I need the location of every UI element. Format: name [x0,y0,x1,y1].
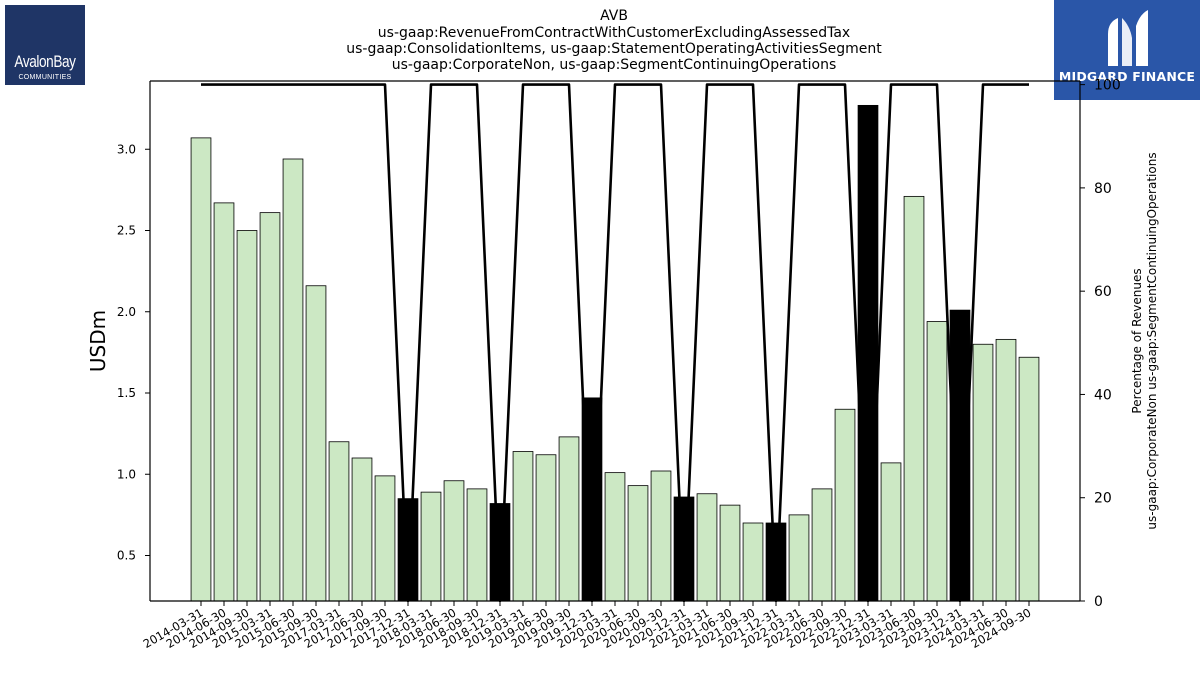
bar-2015-09-30 [305,285,327,602]
bar-2020-09-30 [650,470,672,602]
bar-2015-06-30 [282,158,304,602]
bar-2022-03-31 [788,514,810,602]
y-tick-label: 1.5 [117,386,136,400]
bar-2018-03-31 [420,491,442,602]
y-tick-label: 3.0 [117,142,136,156]
y2-tick-label: 0 [1094,594,1103,610]
y-axis-label: USDm [86,310,110,372]
percentage-line-layer [201,83,1029,603]
bar-2020-06-30 [627,485,649,602]
bar-2024-06-30 [995,338,1017,602]
bar-series [190,104,1040,602]
y2-axis-label-line-1: Percentage of Revenues [1130,268,1144,413]
y2-tick-label: 40 [1094,387,1112,403]
bar-2014-03-31 [190,137,212,602]
logo-left-name: AvalonBay [14,52,76,71]
bar-2019-03-31 [512,451,534,602]
bar-2018-09-30 [466,488,488,602]
y-tick-label: 0.5 [117,549,136,563]
chart-title: AVB us-gaap:RevenueFromContractWithCusto… [346,8,882,73]
bar-2024-03-31 [972,343,994,602]
bar-2017-09-30 [374,475,396,602]
bar-2023-06-30 [903,195,925,602]
bar-2023-03-31 [880,462,902,602]
bar-2017-06-30 [351,457,373,602]
logo-left-sub: COMMUNITIES [18,74,72,81]
bar-2022-09-30 [834,408,856,602]
midgard-finance-logo: MIDGARD FINANCE [1054,0,1200,100]
title-line-3: us-gaap:ConsolidationItems, us-gaap:Stat… [346,41,882,57]
bar-2021-06-30 [719,504,741,602]
title-line-4: us-gaap:CorporateNon, us-gaap:SegmentCon… [392,57,837,73]
y2-tick-label: 20 [1094,491,1112,507]
y2-tick-label: 60 [1094,284,1112,300]
midgard-mark-icon [1108,10,1148,66]
bar-2014-09-30 [236,230,258,602]
bar-2015-03-31 [259,212,281,602]
bar-2019-06-30 [535,454,557,602]
y2-axis-label-line-2: us-gaap:CorporateNon us-gaap:SegmentCont… [1145,152,1159,529]
bar-2018-06-30 [443,480,465,602]
bar-2021-03-31 [696,493,718,602]
y-tick-label: 2.0 [117,305,136,319]
y-tick-label: 1.0 [117,467,136,481]
bar-2020-03-31 [604,472,626,602]
bar-2023-09-30 [926,321,948,602]
bar-2019-09-30 [558,436,580,602]
y-tick-label: 2.5 [117,224,136,238]
bar-2022-12-31 [857,104,879,602]
title-line-1: AVB [600,8,628,24]
bar-2022-06-30 [811,488,833,602]
avalonbay-logo: AvalonBay COMMUNITIES [5,5,85,85]
y2-tick-label: 100 [1094,78,1121,94]
axes: 0.51.01.52.02.53.00204060801002014-03-31… [117,78,1121,651]
percentage-line [201,83,1029,603]
bar-2017-03-31 [328,441,350,602]
bar-2024-09-30 [1018,356,1040,602]
y2-tick-label: 80 [1094,181,1112,197]
logo-right-brand: MIDGARD FINANCE [1058,69,1196,84]
bar-2021-09-30 [742,522,764,602]
title-line-2: us-gaap:RevenueFromContractWithCustomerE… [378,25,850,41]
bar-2014-06-30 [213,202,235,602]
